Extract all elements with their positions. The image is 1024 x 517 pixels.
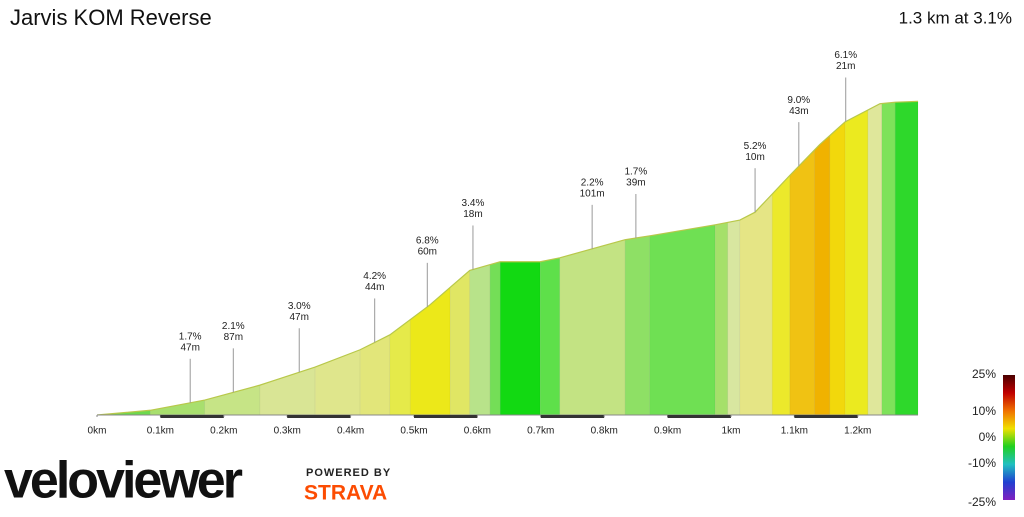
grade-segment	[559, 239, 626, 416]
grade-segment	[624, 235, 651, 416]
x-tick-label: 0.4km	[337, 426, 364, 437]
grade-segment	[389, 319, 411, 416]
annotation-grade: 6.1%	[834, 50, 857, 61]
annotation-length: 21m	[836, 61, 855, 72]
strava: STRAVA	[304, 482, 387, 505]
grade-segment	[469, 264, 491, 416]
grade-segment	[649, 224, 716, 416]
x-tick-label: 0.5km	[400, 426, 427, 437]
grade-scale-label: 0%	[979, 430, 997, 444]
annotation-grade: 6.8%	[416, 235, 439, 246]
annotation-grade: 3.4%	[462, 198, 485, 209]
x-tick-label: 0.3km	[274, 426, 301, 437]
powered-by: POWERED BY	[306, 467, 391, 479]
grade-segment	[489, 261, 501, 416]
annotation-grade: 2.2%	[581, 177, 604, 188]
grade-scale-label: -25%	[968, 495, 996, 509]
summary: 1.3 km at 3.1%	[899, 8, 1012, 27]
annotation-grade: 9.0%	[787, 95, 810, 106]
grade-scale-label: -10%	[968, 456, 996, 470]
grade-segment	[814, 134, 831, 416]
x-tick-label: 1.2km	[844, 426, 871, 437]
annotation-length: 47m	[180, 342, 199, 353]
grade-segment	[844, 109, 869, 416]
grade-segment	[499, 261, 541, 416]
grade-segment	[771, 174, 791, 416]
grade-segment	[739, 193, 773, 416]
x-tick-label: 0.6km	[464, 426, 491, 437]
annotation-grade: 1.7%	[624, 167, 647, 178]
grade-segment	[881, 101, 896, 416]
x-tick-label: 0.9km	[654, 426, 681, 437]
annotation-length: 10m	[745, 152, 764, 163]
grade-segment	[204, 384, 261, 416]
x-tick-label: 0km	[88, 426, 107, 437]
annotation-length: 47m	[290, 312, 309, 323]
grade-scale-label: 10%	[972, 404, 996, 418]
grade-segment	[150, 399, 206, 416]
annotation-length: 18m	[463, 209, 482, 220]
x-tick-label: 0.1km	[147, 426, 174, 437]
grade-segment	[409, 286, 451, 416]
x-tick-label: 1.1km	[781, 426, 808, 437]
grade-scale-label: 25%	[972, 367, 996, 381]
grade-segment	[867, 103, 883, 416]
annotation-length: 60m	[418, 246, 437, 257]
annotation-grade: 1.7%	[179, 331, 202, 342]
grade-scale	[1003, 375, 1015, 500]
annotation-length: 39m	[626, 178, 645, 189]
annotation-length: 43m	[789, 106, 808, 117]
grade-segment	[789, 149, 815, 416]
grade-segment	[259, 366, 316, 416]
annotation-length: 44m	[365, 282, 384, 293]
x-tick-label: 0.2km	[210, 426, 237, 437]
annotation-grade: 5.2%	[744, 141, 767, 152]
grade-segment	[314, 349, 361, 416]
grade-segment	[539, 257, 561, 416]
grade-segment	[894, 101, 919, 416]
grade-segment	[727, 219, 741, 416]
annotation-grade: 3.0%	[288, 301, 311, 312]
x-tick-label: 0.7km	[527, 426, 554, 437]
annotation-length: 87m	[224, 332, 243, 343]
grade-segment	[714, 222, 729, 416]
annotation-length: 101m	[580, 188, 605, 199]
annotation-grade: 2.1%	[222, 321, 245, 332]
profile-line	[96, 100, 919, 416]
annotation-grade: 4.2%	[363, 271, 386, 282]
x-tick-label: 1km	[722, 426, 741, 437]
title: Jarvis KOM Reverse	[10, 5, 212, 30]
logo: veloviewer	[4, 452, 243, 510]
grade-segment	[449, 269, 471, 416]
grade-segment	[829, 121, 846, 416]
x-tick-label: 0.8km	[591, 426, 618, 437]
